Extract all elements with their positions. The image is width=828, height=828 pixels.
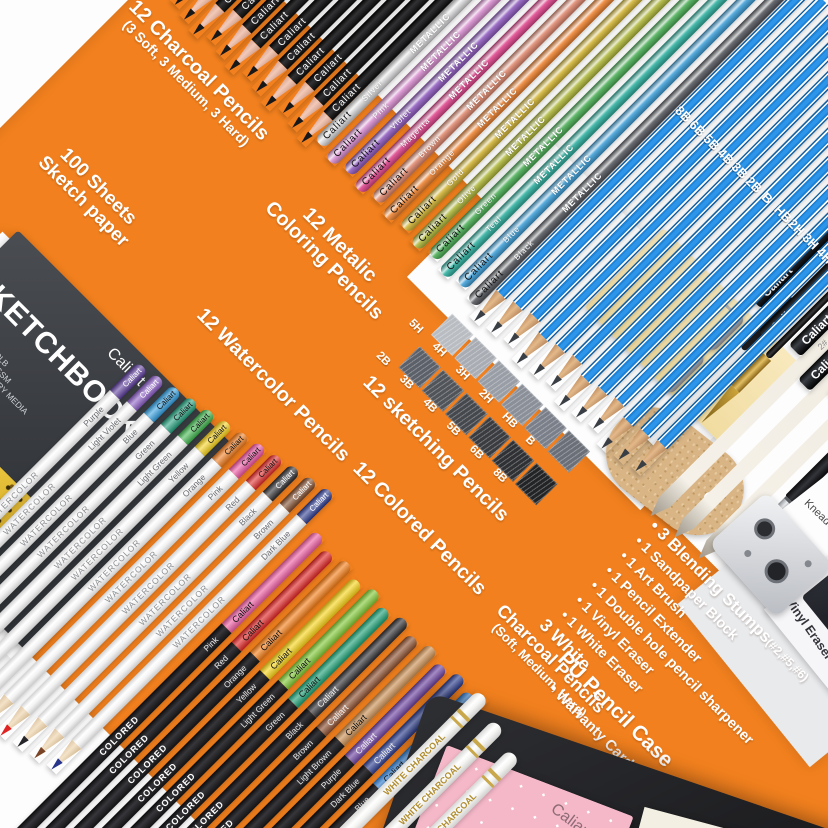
white-charcoal-pencil-row: WHITE CHARCOAL WHITE CHARCOAL WHITE CHARCO… [81,0,828,828]
